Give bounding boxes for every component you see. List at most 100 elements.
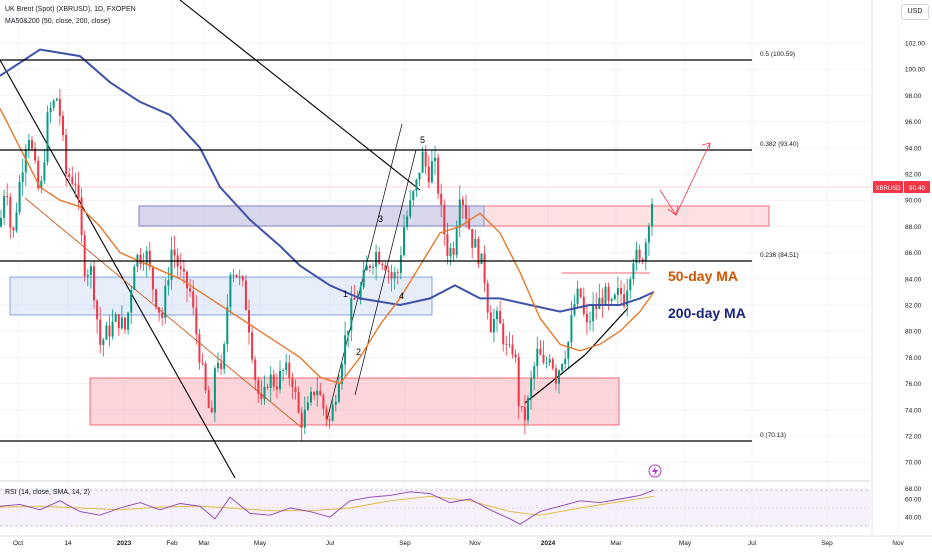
candle xyxy=(403,214,405,257)
candle-body xyxy=(325,408,328,420)
candle xyxy=(269,366,272,402)
candle-body xyxy=(440,193,443,205)
candle xyxy=(303,396,306,435)
candle-body xyxy=(533,366,536,379)
time-axis[interactable]: Oct 14 2023 Feb Mar May Jul Sep Nov 2024 Mar May Jul… xyxy=(0,535,932,547)
candle xyxy=(260,380,263,405)
projection-arrowhead-up xyxy=(701,142,711,152)
candle xyxy=(130,285,133,324)
candle xyxy=(353,284,356,300)
rsi-pane: 60.00 40.00 xyxy=(0,464,922,527)
candle xyxy=(406,210,409,231)
fib-level-0-382-label: 0.382 (93.40) xyxy=(760,141,799,148)
candle xyxy=(576,280,579,308)
candle-body xyxy=(148,251,151,267)
candle-body xyxy=(310,391,312,403)
ma-legend[interactable]: MA50&200 (50, close, 200, close) xyxy=(5,18,111,25)
candle xyxy=(527,394,529,426)
candle xyxy=(120,305,123,331)
price-tick-label: 88.00 xyxy=(905,224,922,231)
candle-body xyxy=(427,166,430,183)
candle-body xyxy=(579,288,582,297)
currency-button[interactable]: USD xyxy=(901,4,929,20)
candle-body xyxy=(372,266,374,268)
candle-body xyxy=(285,362,288,371)
candle xyxy=(24,144,27,187)
candle xyxy=(266,383,269,390)
price-tick-label: 86.00 xyxy=(905,250,922,257)
candle-body xyxy=(238,276,241,278)
price-tick-label: 98.00 xyxy=(905,93,922,100)
candle-body xyxy=(89,266,92,275)
candle xyxy=(390,264,393,292)
candle-body xyxy=(99,319,102,345)
candle xyxy=(204,361,207,394)
price-tick-label: 84.00 xyxy=(905,276,922,283)
rsi-legend[interactable]: RSI (14, close, SMA, 14, 2) xyxy=(5,489,90,496)
candle xyxy=(536,336,539,377)
candle xyxy=(421,146,424,173)
candle xyxy=(186,270,188,303)
annotation-layer: 1 2 3 4 5 50-day MA 200-day MA XBRUSD 90.40 xyxy=(343,135,930,357)
candle-body xyxy=(635,249,638,264)
price-axis[interactable]: 102.00 100.00 98.00 96.00 94.00 92.00 90.00 88.… xyxy=(871,0,925,536)
channel-upper-line xyxy=(179,0,421,191)
candle xyxy=(651,198,653,236)
candle xyxy=(613,292,616,301)
candle xyxy=(474,229,477,248)
candle-body xyxy=(18,181,21,213)
candle-body xyxy=(626,290,629,307)
candle xyxy=(592,292,595,332)
price-tick-label: 96.00 xyxy=(905,119,922,126)
candle-body xyxy=(130,290,133,313)
candle-body xyxy=(607,286,610,301)
candle-body xyxy=(492,319,495,333)
candle-body xyxy=(489,312,492,333)
symbol-legend[interactable]: UK Brent (Spot) (XBRUSD), 1D, FXOPEN xyxy=(5,6,136,13)
candle-body xyxy=(251,332,254,360)
candle xyxy=(173,235,176,269)
candle-body xyxy=(474,238,477,248)
candle-body xyxy=(80,197,83,235)
candle-body xyxy=(443,204,446,235)
price-tag[interactable] xyxy=(904,181,930,193)
candle-body xyxy=(554,368,557,384)
candle xyxy=(468,206,471,231)
candle xyxy=(632,258,635,286)
ma200-line xyxy=(0,48,655,313)
candle-body xyxy=(589,321,591,323)
candle-body xyxy=(567,342,570,359)
candle xyxy=(430,150,433,184)
price-tick-label: 74.00 xyxy=(905,407,922,414)
candle-body xyxy=(257,379,260,394)
rsi-tick-label: 40.00 xyxy=(905,515,922,522)
candle-body xyxy=(542,354,545,363)
candle xyxy=(217,352,219,373)
candle-body xyxy=(471,229,474,248)
candle xyxy=(644,238,647,271)
candle xyxy=(328,416,331,430)
candle xyxy=(102,337,105,357)
candle-body xyxy=(316,390,319,396)
candle-body xyxy=(34,148,37,161)
candle xyxy=(561,362,564,373)
price-tick-label: 70.00 xyxy=(905,460,922,467)
candle xyxy=(68,167,71,181)
candle xyxy=(440,183,443,218)
candle-body xyxy=(96,300,99,320)
price-tick-label: 82.00 xyxy=(905,303,922,310)
candle-body xyxy=(21,172,24,182)
candle xyxy=(554,364,557,391)
candle-body xyxy=(31,140,33,149)
candle xyxy=(539,340,542,356)
candle xyxy=(89,262,92,289)
candle xyxy=(347,330,350,348)
candle-body xyxy=(424,151,427,167)
candle-body xyxy=(477,238,480,265)
candle xyxy=(381,261,384,270)
candle xyxy=(595,292,598,320)
elliott-wave-label: 5 xyxy=(420,135,425,145)
candle-body xyxy=(306,402,309,410)
